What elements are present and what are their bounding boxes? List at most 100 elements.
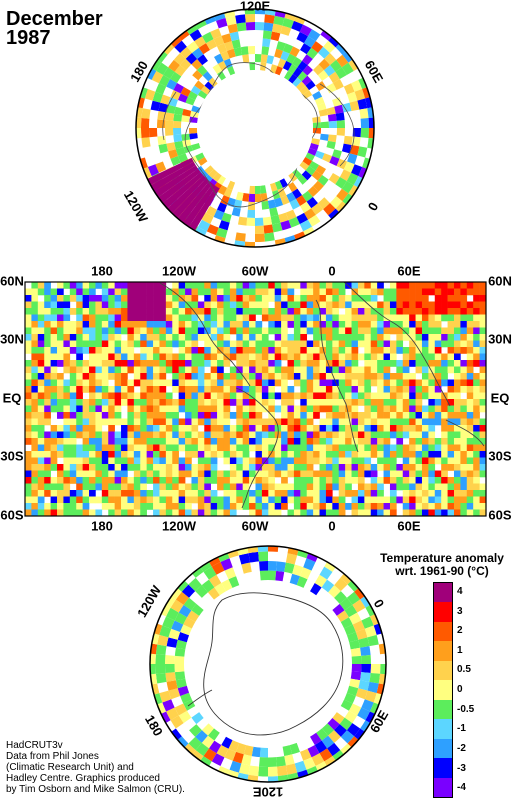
grid-cell (351, 490, 359, 497)
polar-cell (192, 70, 203, 81)
polar-cell (160, 172, 204, 211)
polar-cell (166, 607, 179, 621)
polar-cell (264, 9, 277, 16)
polar-cell (189, 116, 198, 123)
grid-cell (44, 288, 51, 296)
grid-cell (165, 457, 173, 465)
grid-cell (37, 321, 45, 328)
grid-cell (441, 444, 448, 452)
grid-cell (377, 509, 384, 517)
legend-tick-label: -1 (457, 723, 466, 735)
grid-cell (441, 464, 448, 471)
grid-cell (140, 470, 147, 478)
grid-cell (44, 301, 51, 309)
polar-cell (177, 153, 188, 163)
grid-cell (332, 509, 340, 517)
polar-cell (352, 599, 366, 613)
grid-cell (338, 353, 346, 361)
grid-cell (25, 347, 32, 354)
polar-cell (311, 170, 323, 181)
polar-cell (235, 232, 246, 242)
grid-cell (447, 347, 455, 354)
grid-cell (287, 340, 295, 348)
grid-cell (89, 366, 96, 374)
polar-cell (178, 604, 192, 618)
grid-cell (421, 451, 429, 458)
grid-cell (345, 295, 352, 302)
grid-cell (479, 366, 487, 374)
grid-cell (332, 425, 340, 432)
map-lat-label-right: EQ (491, 390, 510, 405)
grid-cell (146, 373, 154, 380)
grid-cell (421, 490, 429, 497)
grid-cell (255, 321, 263, 328)
grid-cell (473, 425, 480, 432)
polar-cell (317, 197, 330, 210)
polar-cell (208, 740, 222, 754)
grid-cell (421, 425, 429, 432)
grid-cell (357, 386, 365, 393)
polar-cell (326, 140, 336, 150)
grid-cell (377, 438, 384, 445)
grid-cell (409, 431, 416, 439)
grid-cell (357, 353, 365, 361)
grid-cell (140, 334, 147, 341)
grid-cell (460, 451, 468, 458)
grid-cell (338, 334, 346, 341)
grid-cell (50, 347, 58, 354)
grid-cell (31, 308, 39, 315)
grid-cell (63, 301, 71, 309)
grid-cell (421, 295, 429, 302)
grid-cell (479, 308, 487, 315)
grid-cell (306, 418, 314, 426)
grid-cell (217, 347, 224, 354)
grid-cell (101, 457, 109, 465)
grid-cell (434, 457, 442, 465)
grid-cell (197, 321, 205, 328)
polar-cell (214, 583, 226, 596)
grid-cell (229, 503, 237, 510)
polar-cell (175, 181, 213, 226)
grid-cell (460, 503, 468, 510)
grid-cell (25, 340, 32, 348)
grid-cell (127, 503, 135, 510)
grid-cell (37, 509, 45, 517)
grid-cell (140, 373, 147, 380)
grid-cell (332, 301, 340, 309)
grid-cell (153, 431, 160, 439)
grid-cell (357, 379, 365, 387)
polar-cell (243, 745, 254, 757)
grid-cell (351, 379, 359, 387)
grid-cell (69, 392, 77, 400)
grid-cell (108, 308, 115, 315)
grid-cell (197, 373, 205, 380)
polar-cell (360, 672, 371, 682)
grid-cell (172, 483, 179, 491)
grid-cell (319, 392, 327, 400)
polar-cell (198, 43, 210, 55)
grid-cell (229, 470, 237, 478)
grid-cell (133, 503, 141, 510)
grid-cell (50, 288, 58, 296)
grid-cell (332, 418, 340, 426)
grid-cell (229, 353, 237, 361)
grid-cell (76, 334, 83, 341)
polar-cell (302, 54, 313, 66)
polar-cell (349, 678, 361, 689)
grid-cell (293, 360, 301, 367)
grid-cell (466, 470, 474, 478)
grid-cell (76, 386, 83, 393)
polar-cell (221, 212, 232, 223)
grid-cell (479, 347, 487, 354)
grid-cell (217, 386, 224, 393)
polar-cell (191, 105, 201, 113)
grid-cell (146, 340, 154, 348)
grid-cell (185, 496, 192, 504)
grid-cell (428, 327, 436, 335)
polar-cell (283, 43, 294, 54)
grid-cell (159, 327, 167, 335)
grid-cell (229, 340, 237, 348)
grid-cell (466, 347, 474, 354)
grid-cell (319, 438, 327, 445)
grid-cell (25, 321, 32, 328)
